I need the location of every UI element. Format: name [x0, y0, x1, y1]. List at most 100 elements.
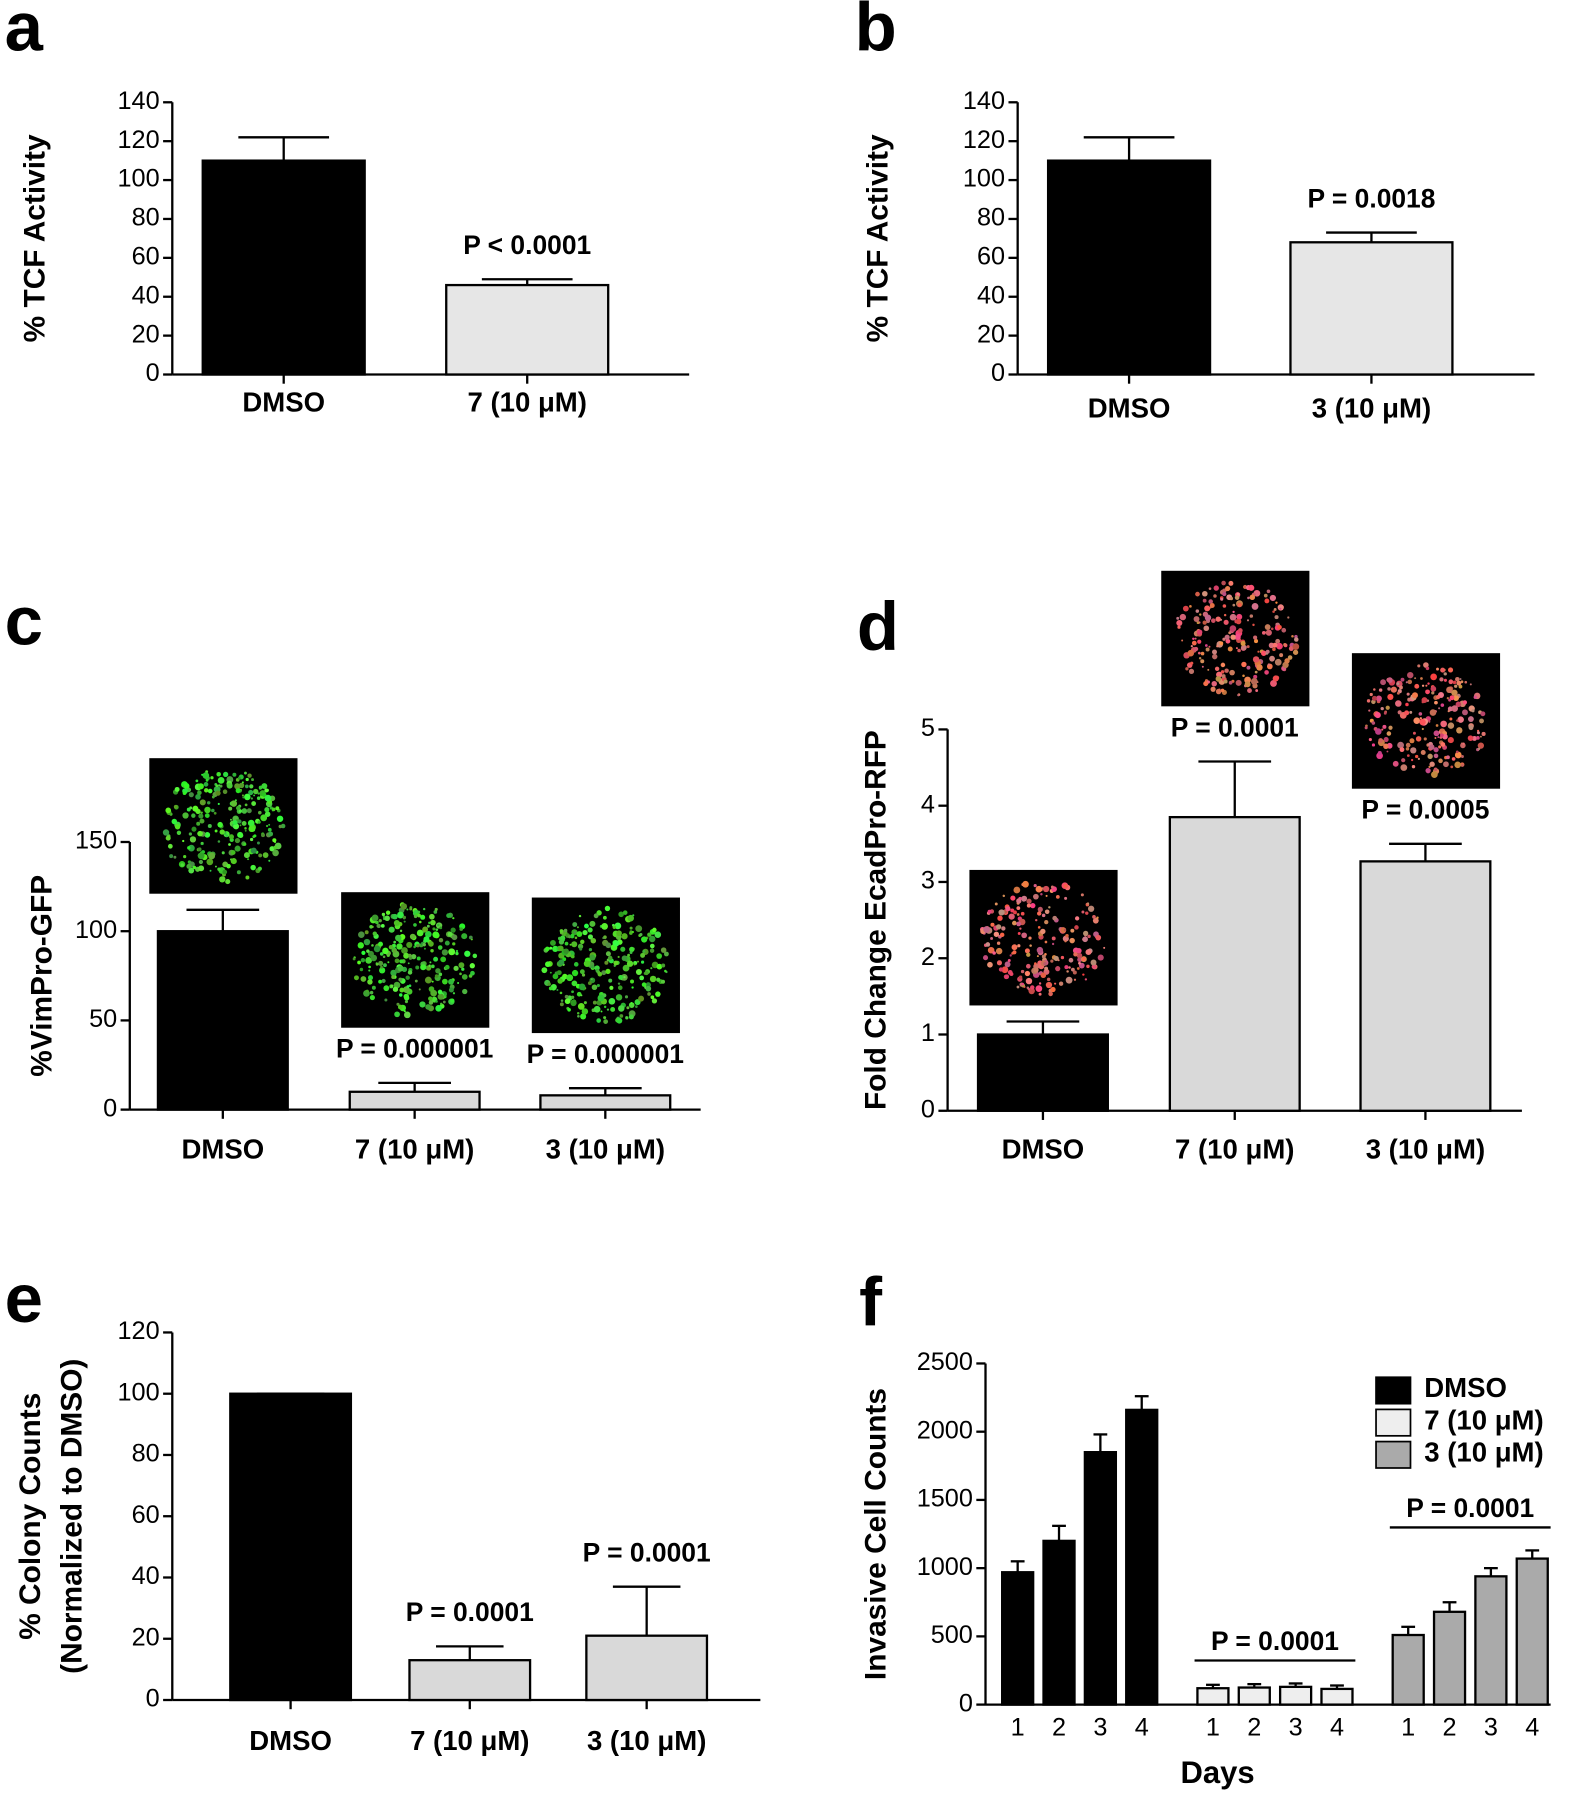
- x-tick-label: 2: [1443, 1713, 1457, 1741]
- y-tick-label: 100: [118, 165, 160, 193]
- micrograph-dot: [1380, 679, 1387, 686]
- micrograph-dot: [1264, 670, 1269, 675]
- bar: [156, 930, 289, 1111]
- micrograph-dot: [1241, 644, 1247, 651]
- micrograph-dot: [1085, 911, 1089, 915]
- micrograph-dot: [559, 1002, 564, 1007]
- micrograph-dot: [370, 954, 378, 962]
- bar: [1046, 159, 1212, 376]
- x-tick-label: 3 (10 μM): [587, 1725, 706, 1756]
- micrograph-dot: [406, 985, 410, 988]
- micrograph-dot: [428, 1000, 434, 1005]
- micrograph-dot: [1228, 580, 1234, 586]
- micrograph-dot: [1244, 681, 1251, 688]
- micrograph-dot: [435, 968, 441, 974]
- x-tick-label: 3: [1289, 1713, 1303, 1741]
- micrograph-dot: [378, 941, 384, 947]
- micrograph-dot: [576, 926, 579, 929]
- panel-letter: b: [855, 0, 897, 65]
- micrograph-dot: [1219, 641, 1224, 646]
- micrograph-dot: [558, 959, 565, 966]
- micrograph-dot: [1097, 954, 1104, 961]
- micrograph-dot: [1411, 692, 1418, 699]
- micrograph-dot: [1464, 680, 1468, 684]
- micrograph-dot: [1177, 625, 1181, 629]
- micrograph-dot: [549, 971, 552, 974]
- micrograph-dot: [1472, 736, 1477, 741]
- micrograph-dot: [1016, 906, 1021, 910]
- micrograph-dot: [367, 975, 374, 981]
- micrograph-dot: [1374, 712, 1381, 719]
- micrograph-dot: [371, 985, 376, 990]
- micrograph-dot: [645, 985, 652, 992]
- micrograph-dot: [207, 801, 211, 805]
- micrograph-dot: [205, 779, 209, 782]
- micrograph-dot: [429, 913, 435, 920]
- micrograph-dot: [593, 913, 599, 919]
- micrograph-dot: [1065, 976, 1073, 984]
- micrograph-dot: [1207, 668, 1210, 671]
- micrograph-dot: [1012, 920, 1017, 926]
- micrograph-dot: [1443, 761, 1449, 768]
- micrograph-dot: [1425, 666, 1430, 671]
- micrograph-dot: [197, 790, 202, 796]
- micrograph-dot: [1220, 597, 1224, 601]
- micrograph-dot: [1430, 673, 1437, 681]
- micrograph-dot: [261, 783, 268, 790]
- micrograph-dot: [605, 951, 611, 957]
- micrograph-dot: [188, 832, 192, 836]
- micrograph-dot: [375, 962, 378, 965]
- micrograph-dot: [1087, 934, 1091, 939]
- micrograph-dot: [1230, 634, 1236, 640]
- micrograph-dot: [1467, 716, 1474, 722]
- micrograph-dot: [256, 796, 261, 800]
- micrograph-dot: [656, 963, 663, 970]
- micrograph-dot: [1076, 952, 1083, 959]
- bar: [1359, 860, 1492, 1112]
- p-value: P = 0.0005: [1361, 795, 1489, 825]
- micrograph-dot: [571, 941, 578, 948]
- micrograph-dot: [1272, 647, 1276, 652]
- micrograph-dot: [617, 955, 620, 959]
- micrograph-dot: [1016, 913, 1020, 916]
- micrograph-dot: [1397, 710, 1402, 715]
- micrograph-dot: [1044, 966, 1049, 971]
- micrograph-dot: [448, 948, 456, 956]
- micrograph-dot: [545, 961, 551, 968]
- micrograph-dot: [1074, 916, 1080, 921]
- micrograph-dot: [1451, 705, 1459, 712]
- micrograph-dot: [1269, 655, 1275, 662]
- micrograph-dot: [1208, 599, 1213, 604]
- micrograph-dot: [188, 844, 195, 852]
- micrograph-dot: [1021, 982, 1025, 986]
- micrograph-dot: [234, 837, 241, 844]
- micrograph-dot: [615, 994, 623, 1001]
- micrograph-dot: [174, 786, 180, 792]
- micrograph-dot: [571, 969, 579, 977]
- micrograph-dot: [1244, 676, 1251, 684]
- micrograph-dot: [1419, 718, 1426, 726]
- micrograph-dot: [442, 978, 448, 985]
- micrograph-dot: [1448, 698, 1452, 702]
- micrograph-dot: [1188, 668, 1195, 674]
- micrograph-dot: [414, 979, 418, 983]
- micrograph-dot: [995, 924, 1002, 930]
- micrograph-dot: [1235, 647, 1238, 650]
- micrograph-dot: [604, 960, 609, 965]
- y-tick-label: 40: [977, 281, 1005, 309]
- panel-letter: d: [857, 588, 899, 665]
- micrograph-dot: [587, 934, 594, 940]
- micrograph-dot: [548, 986, 553, 991]
- bar: [585, 1634, 709, 1702]
- micrograph-dot: [578, 914, 582, 918]
- micrograph-dot: [1263, 593, 1268, 598]
- micrograph-dot: [241, 781, 244, 784]
- micrograph-dot: [1195, 591, 1200, 597]
- micrograph-dot: [563, 928, 568, 933]
- micrograph-dot: [1044, 920, 1049, 925]
- micrograph-dot: [650, 995, 655, 1000]
- micrograph-dot: [1044, 952, 1047, 956]
- micrograph-dot: [1069, 937, 1075, 944]
- y-tick-label: 1000: [917, 1553, 973, 1581]
- micrograph-dot: [617, 1005, 625, 1012]
